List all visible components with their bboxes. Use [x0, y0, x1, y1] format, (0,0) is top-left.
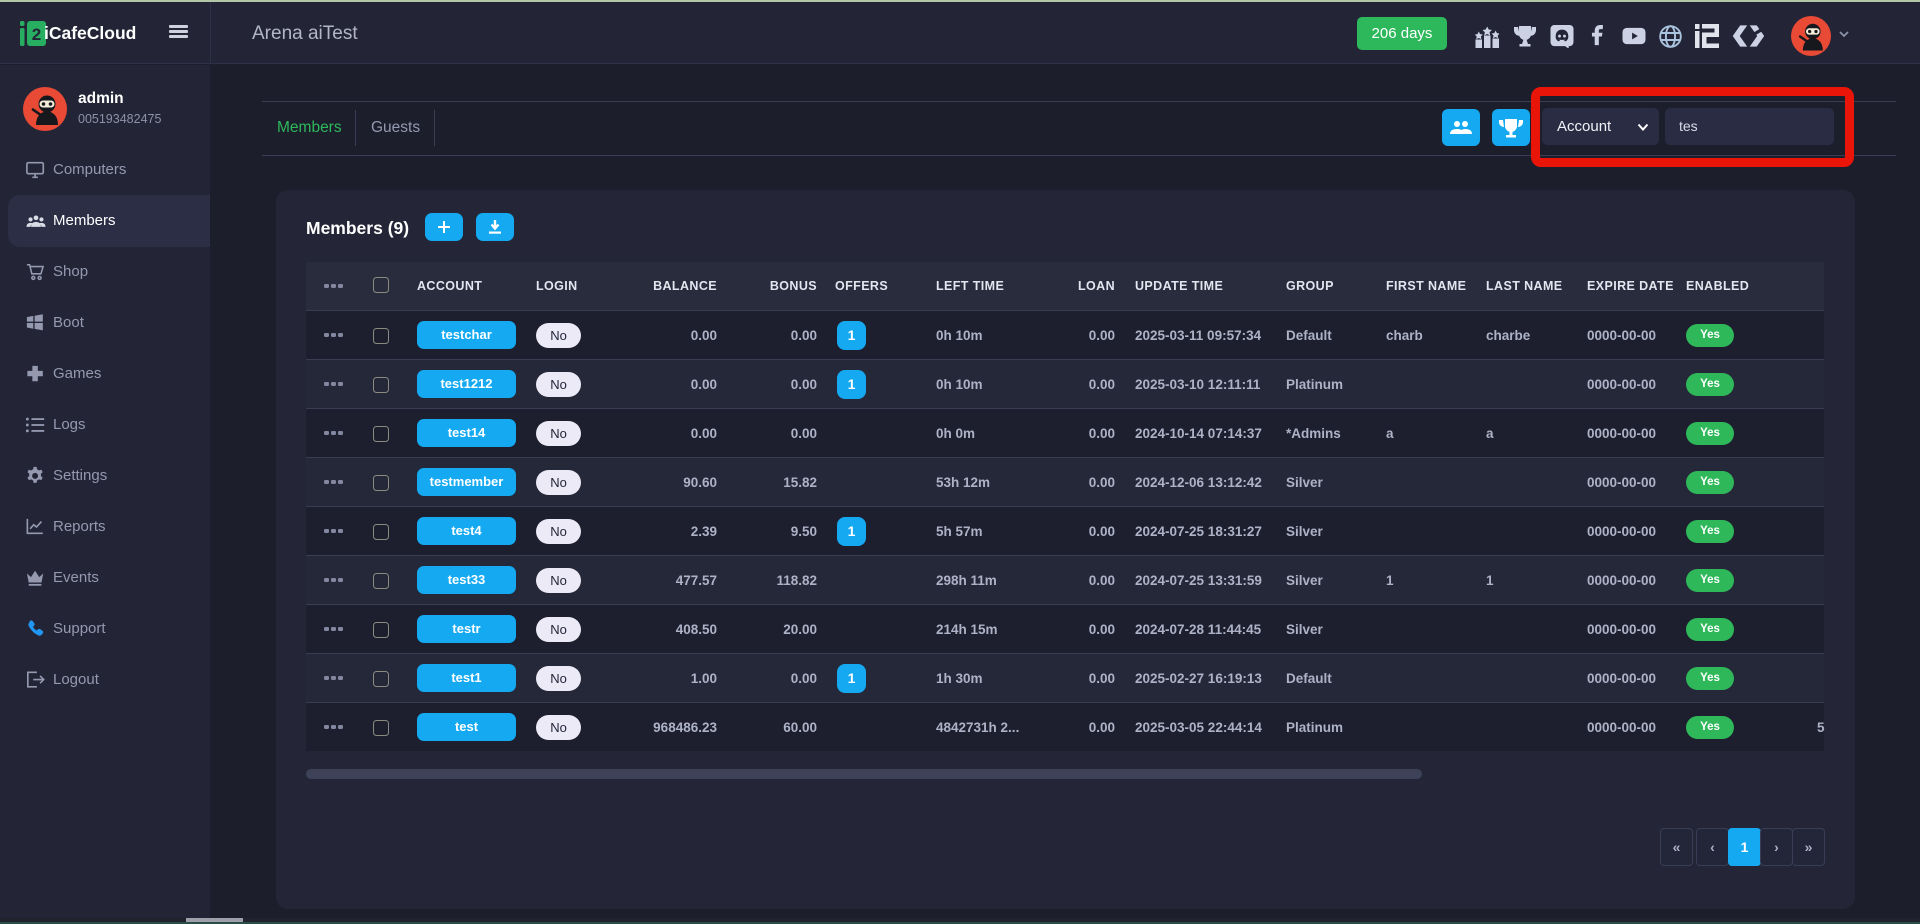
svg-text:2: 2 — [32, 25, 41, 44]
